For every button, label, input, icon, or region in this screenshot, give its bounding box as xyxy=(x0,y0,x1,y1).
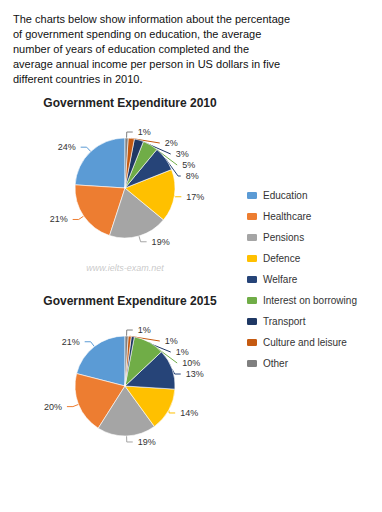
svg-text:Culture and leisure: Culture and leisure xyxy=(263,337,347,348)
svg-text:24%: 24% xyxy=(58,142,76,152)
svg-text:www.ielts-exam.net: www.ielts-exam.net xyxy=(86,263,164,273)
svg-text:1%: 1% xyxy=(165,336,178,346)
svg-text:21%: 21% xyxy=(50,214,68,224)
svg-text:1%: 1% xyxy=(138,325,151,335)
svg-text:Transport: Transport xyxy=(263,316,306,327)
svg-text:3%: 3% xyxy=(176,149,189,159)
svg-text:17%: 17% xyxy=(186,192,204,202)
svg-text:number of years of education c: number of years of education completed a… xyxy=(13,43,249,55)
svg-text:1%: 1% xyxy=(138,127,151,137)
svg-text:14%: 14% xyxy=(180,408,198,418)
svg-text:20%: 20% xyxy=(44,402,62,412)
svg-text:of government spending on educ: of government spending on education, the… xyxy=(13,28,261,40)
svg-text:8%: 8% xyxy=(186,171,199,181)
svg-text:The charts below show informat: The charts below show information about … xyxy=(13,13,290,25)
svg-text:2%: 2% xyxy=(165,138,178,148)
svg-text:19%: 19% xyxy=(152,237,170,247)
svg-text:Government Expenditure 2015: Government Expenditure 2015 xyxy=(43,294,217,308)
svg-text:Education: Education xyxy=(263,190,307,201)
svg-text:Government Expenditure 2010: Government Expenditure 2010 xyxy=(43,96,217,110)
svg-text:Healthcare: Healthcare xyxy=(263,211,312,222)
svg-text:10%: 10% xyxy=(182,358,200,368)
svg-text:13%: 13% xyxy=(186,369,204,379)
svg-text:Welfare: Welfare xyxy=(263,274,298,285)
svg-text:Pensions: Pensions xyxy=(263,232,304,243)
svg-text:1%: 1% xyxy=(176,347,189,357)
svg-text:different countries in 2010.: different countries in 2010. xyxy=(13,73,142,85)
svg-text:Interest on borrowing: Interest on borrowing xyxy=(263,295,357,306)
svg-text:Defence: Defence xyxy=(263,253,301,264)
svg-text:19%: 19% xyxy=(138,437,156,447)
svg-text:5%: 5% xyxy=(182,160,195,170)
svg-text:Other: Other xyxy=(263,358,289,369)
svg-text:21%: 21% xyxy=(62,337,80,347)
svg-text:average annual income per pers: average annual income per person in US d… xyxy=(13,58,280,70)
